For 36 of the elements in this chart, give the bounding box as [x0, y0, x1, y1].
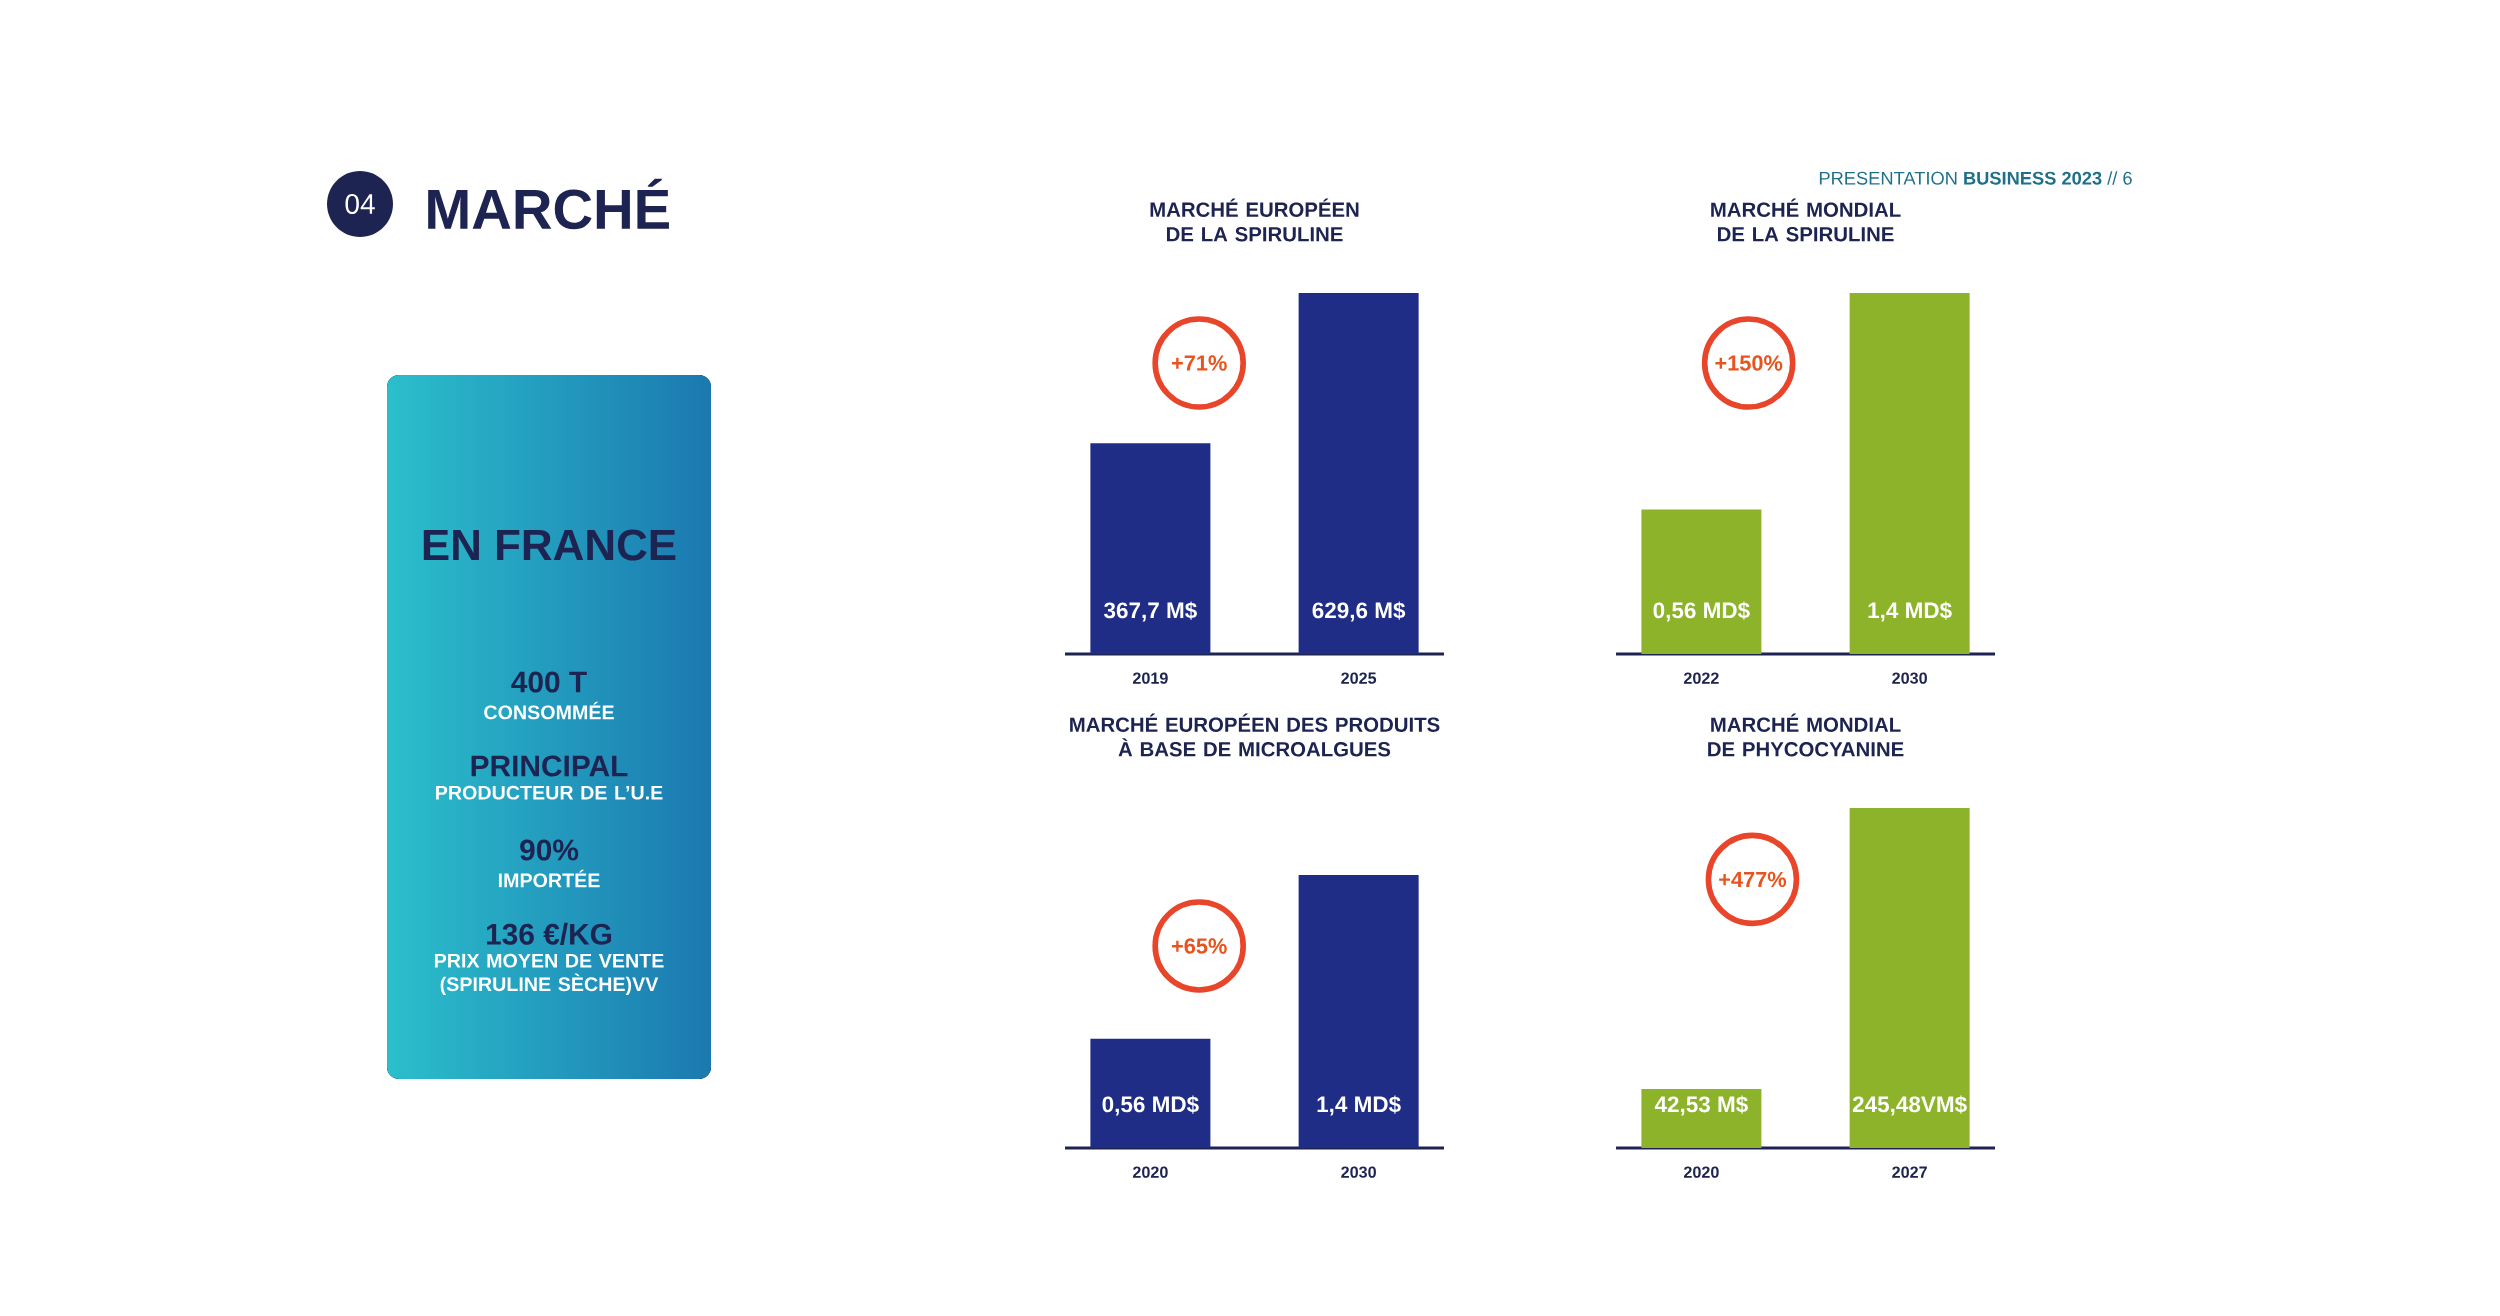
text: CONSOMMÉE: [484, 701, 614, 720]
x-tick-label: 2025: [1341, 672, 1377, 684]
annotation: +71%: [1171, 355, 1227, 371]
text: 400 T: [511, 671, 587, 693]
annotation: +477%: [1719, 871, 1787, 888]
data-label: 367,7 M$: [1103, 601, 1197, 622]
chart-title: MARCHÉ MONDIAL DE LA SPIRULINE: [1711, 198, 1901, 242]
data-label: 629,6 M$: [1312, 601, 1406, 622]
x-tick-label: 2027: [1892, 1166, 1927, 1178]
text: PRINCIPAL: [471, 755, 628, 777]
chart-title: MARCHÉ MONDIAL DE PHYCOCYANINE: [1708, 713, 1904, 757]
data-label: 0,56 MD$: [1653, 601, 1750, 622]
chart-title: MARCHÉ EUROPÉEN DE LA SPIRULINE: [1150, 198, 1359, 242]
x-tick-label: 2030: [1892, 672, 1927, 684]
data-label: 245,48VM$: [1852, 1095, 1967, 1116]
x-tick-label: 2019: [1132, 672, 1168, 684]
text: 136 €/KG: [486, 922, 612, 946]
x-tick-label: 2030: [1341, 1166, 1376, 1178]
data-label: 42,53 M$: [1654, 1095, 1748, 1116]
x-tick-label: 2020: [1132, 1166, 1168, 1178]
data-label: 1,4 MD$: [1868, 601, 1952, 622]
text: 90%: [520, 839, 579, 861]
text: IMPORTÉE: [498, 869, 600, 888]
x-tick-label: 2022: [1683, 672, 1719, 684]
text: EN FRANCE: [423, 529, 676, 561]
text: PRODUCTEUR DE L’U.E: [436, 785, 663, 800]
chart-title: MARCHÉ EUROPÉEN DES PRODUITS À BASE DE MICROALGUES: [1070, 713, 1440, 757]
text: 04: [345, 194, 375, 214]
text: PRESENTATION BUSINESS 2023 // 6: [1819, 171, 2132, 185]
text: PRIX MOYEN DE VENTE (SPIRULINE SÈCHE)VV: [434, 953, 664, 996]
data-label: 0,56 MD$: [1102, 1095, 1199, 1116]
data-label: 1,4 MD$: [1317, 1095, 1401, 1116]
annotation: +150%: [1715, 355, 1783, 371]
x-tick-label: 2020: [1683, 1166, 1719, 1178]
text: MARCHÉ: [428, 178, 669, 230]
annotation: +65%: [1171, 938, 1227, 954]
